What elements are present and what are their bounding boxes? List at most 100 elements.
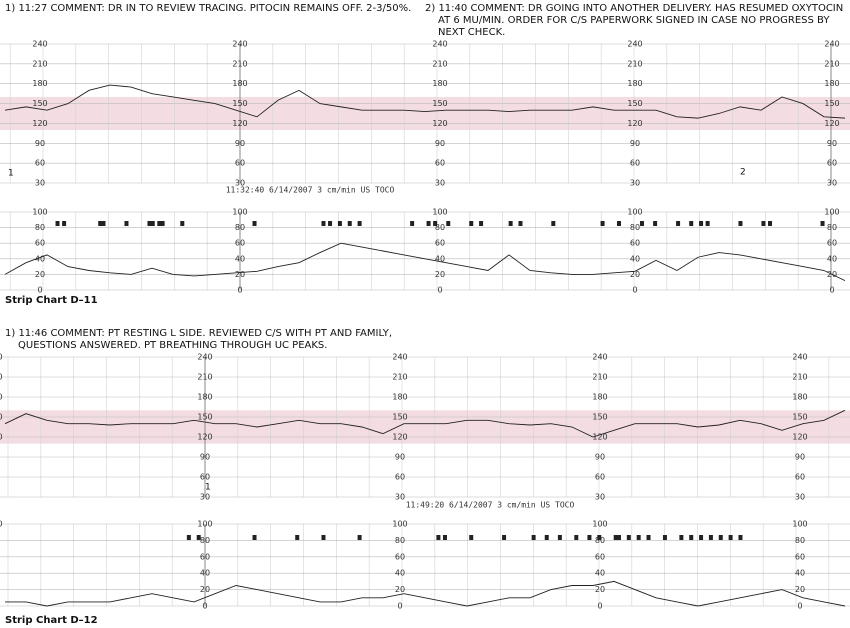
event-mark: [347, 221, 352, 226]
event-mark: [321, 535, 326, 540]
y-tick-label: 120: [392, 433, 407, 442]
y-tick-label: 240: [32, 40, 47, 49]
y-tick-label: 90: [35, 139, 45, 148]
fhr-trace: [4, 409, 846, 438]
y-tick-label: 60: [395, 552, 405, 561]
y-tick-label: 20: [795, 585, 805, 594]
event-mark: [689, 535, 694, 540]
event-mark: [98, 221, 103, 226]
y-tick-label: 90: [235, 139, 245, 148]
event-mark: [557, 535, 562, 540]
y-tick-label: 30: [35, 179, 45, 188]
event-mark: [157, 221, 162, 226]
event-mark: [101, 221, 106, 226]
event-mark: [728, 535, 733, 540]
event-mark: [295, 535, 300, 540]
y-tick-label: 40: [235, 254, 245, 263]
event-mark: [426, 221, 431, 226]
y-tick-label: 150: [232, 99, 247, 108]
event-mark: [442, 535, 447, 540]
strip-marker: 1: [8, 169, 14, 179]
y-tick-label: 90: [200, 453, 210, 462]
event-mark: [616, 535, 621, 540]
y-tick-label: 60: [795, 473, 805, 482]
y-tick-label: 30: [795, 493, 805, 502]
y-tick-label: 210: [0, 373, 3, 382]
y-tick-label: 90: [395, 453, 405, 462]
y-tick-label: 100: [432, 208, 447, 217]
event-mark: [436, 535, 441, 540]
y-tick-label: 40: [200, 569, 210, 578]
event-mark: [639, 221, 644, 226]
y-tick-label: 180: [432, 79, 447, 88]
y-tick-label: 180: [232, 79, 247, 88]
event-mark: [738, 221, 743, 226]
event-mark: [62, 221, 67, 226]
y-tick-label: 180: [824, 79, 839, 88]
y-tick-label: 180: [792, 393, 807, 402]
event-mark: [321, 221, 326, 226]
annotation: 2) 11:40 COMMENT: DR GOING INTO ANOTHER …: [425, 3, 843, 14]
y-tick-label: 240: [824, 40, 839, 49]
y-tick-label: 0: [37, 286, 42, 295]
y-tick-label: 60: [395, 473, 405, 482]
y-tick-label: 20: [435, 270, 445, 279]
fhr-trace: [4, 84, 846, 119]
event-mark: [502, 535, 507, 540]
y-tick-label: 180: [32, 79, 47, 88]
y-tick-label: 20: [35, 270, 45, 279]
y-tick-label: 210: [627, 59, 642, 68]
y-tick-label: 60: [827, 239, 837, 248]
event-mark: [531, 535, 536, 540]
y-tick-label: 30: [595, 493, 605, 502]
y-tick-label: 60: [595, 473, 605, 482]
event-mark: [662, 535, 667, 540]
event-mark: [699, 535, 704, 540]
event-mark: [761, 221, 766, 226]
y-tick-label: 60: [630, 239, 640, 248]
y-tick-label: 30: [435, 179, 445, 188]
event-mark: [410, 221, 415, 226]
y-tick-label: 0: [397, 602, 402, 611]
y-tick-label: 40: [435, 254, 445, 263]
y-tick-label: 60: [235, 239, 245, 248]
y-tick-label: 60: [200, 552, 210, 561]
y-tick-label: 120: [627, 119, 642, 128]
normal-band: [0, 96, 850, 131]
event-mark: [820, 221, 825, 226]
event-mark: [708, 535, 713, 540]
y-tick-label: 80: [827, 223, 837, 232]
y-tick-label: 20: [200, 585, 210, 594]
y-tick-label: 210: [232, 59, 247, 68]
y-tick-label: 210: [592, 373, 607, 382]
y-tick-label: 20: [630, 270, 640, 279]
strip-marker: 2: [740, 168, 746, 178]
y-tick-label: 80: [795, 536, 805, 545]
strip-footer: 11:49:20 6/14/2007 3 cm/min US TOCO: [406, 501, 575, 510]
y-tick-label: 100: [32, 208, 47, 217]
event-mark: [328, 221, 333, 226]
y-tick-label: 90: [795, 453, 805, 462]
y-tick-label: 240: [0, 353, 3, 362]
y-tick-label: 60: [435, 159, 445, 168]
y-tick-label: 80: [35, 223, 45, 232]
y-tick-label: 20: [395, 585, 405, 594]
y-tick-label: 240: [792, 353, 807, 362]
y-tick-label: 60: [35, 239, 45, 248]
y-tick-label: 240: [592, 353, 607, 362]
event-mark: [357, 221, 362, 226]
y-tick-label: 80: [235, 223, 245, 232]
annotation: 1) 11:27 COMMENT: DR IN TO REVIEW TRACIN…: [5, 3, 411, 14]
y-tick-label: 30: [630, 179, 640, 188]
y-tick-label: 240: [197, 353, 212, 362]
y-tick-label: 180: [0, 393, 3, 402]
event-mark: [768, 221, 773, 226]
y-tick-label: 80: [435, 223, 445, 232]
y-tick-label: 40: [395, 569, 405, 578]
uc-trace: [5, 580, 846, 607]
event-mark: [180, 221, 185, 226]
y-tick-label: 100: [792, 520, 807, 529]
event-mark: [718, 535, 723, 540]
y-tick-label: 100: [197, 520, 212, 529]
